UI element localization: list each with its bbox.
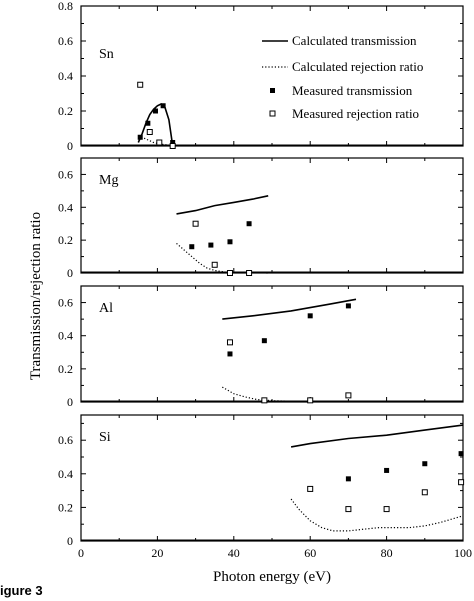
panel-mg-ytick-label: 0 [67,266,73,280]
panel-si-ytick-label: 0.2 [58,500,73,514]
figure-caption: igure 3 [0,583,43,598]
panel-sn-measured-transmission-point [170,140,176,145]
panel-al-calculated-rejection-ratio-line [222,386,357,403]
panel-si-ytick-label: 0 [67,534,73,548]
panel-si-measured-rejection-ratio-point [383,506,390,513]
panel-mg-measured-rejection-ratio-point [211,261,218,268]
panel-si-ytick-label: 0.6 [58,433,73,447]
panel-al-ytick-label: 0.2 [58,362,73,376]
panel-mg-measured-transmission-point [208,242,214,248]
panel-si-label: Si [99,430,111,445]
x-tick-label: 0 [78,546,84,560]
legend-measured-transmission-label: Measured transmission [292,83,413,98]
x-tick-label: 100 [454,546,472,560]
legend-measured-transmission-swatch [270,88,275,93]
panel-al-ytick-label: 0.6 [58,296,73,310]
panel-al-label: Al [99,301,113,316]
panel-si-measured-transmission-point [422,461,428,467]
panel-sn-measured-transmission-point [160,103,166,109]
x-tick-label: 60 [304,546,316,560]
panel-mg-frame [80,157,464,274]
panel-al-measured-transmission-point [307,313,313,319]
legend-calculated-rejection-ratio-label: Calculated rejection ratio [292,59,423,74]
panel-sn-measured-rejection-ratio-point [169,143,176,149]
panel-sn-measured-transmission-point [137,134,143,140]
panel-sn-frame [80,5,464,147]
panel-al-measured-rejection-ratio-point [226,339,233,346]
panel-sn-ytick-label: 0.6 [58,34,73,48]
panel-si-frame [80,414,464,542]
panel-si-measured-transmission-point [384,467,390,473]
panel-al-measured-rejection-ratio-point [261,397,268,404]
panel-al-calculated-transmission-line [222,298,357,320]
panel-mg-ytick-label: 0.4 [58,200,73,214]
panel-mg-measured-rejection-ratio-point [226,270,233,276]
panel-mg-measured-transmission-point [189,244,195,250]
panel-sn-calculated-rejection-ratio-line [138,134,173,147]
panel-si-measured-rejection-ratio-point [307,485,314,492]
panel-si-calculated-rejection-ratio-line [290,498,464,532]
panel-al-frame [80,285,464,403]
panel-sn-ytick-label: 0 [67,139,73,153]
panel-mg-measured-transmission-point [227,239,233,245]
x-tick-label: 20 [151,546,163,560]
panel-sn-measured-transmission-point [152,108,158,114]
panel-sn-ytick-label: 0.2 [58,104,73,118]
panel-sn-label: Sn [99,47,114,62]
legend-calculated-transmission-label: Calculated transmission [292,33,417,48]
panel-sn-ytick-label: 0.4 [58,69,73,83]
panel-mg-label: Mg [99,173,118,188]
panel-mg-measured-rejection-ratio-point [246,270,253,276]
legend-measured-rejection-ratio-label: Measured rejection ratio [292,106,419,121]
panel-mg-measured-rejection-ratio-point [192,220,199,227]
y-axis-label: Transmission/rejection ratio [28,212,44,380]
panel-al-measured-rejection-ratio-point [307,397,314,404]
x-tick-label: 80 [381,546,393,560]
panel-sn-calculated-transmission-line [137,103,174,147]
x-axis-label: Photon energy (eV) [213,569,331,585]
panel-sn-measured-rejection-ratio-point [146,129,153,135]
panel-sn-measured-rejection-ratio-point [137,81,144,88]
panel-mg-measured-transmission-point [246,221,252,227]
panel-si-calculated-transmission-line [290,424,464,448]
panel-si-measured-transmission-point [458,451,464,457]
panel-si-measured-rejection-ratio-point [345,506,352,513]
panel-si-measured-rejection-ratio-point [458,479,465,486]
x-tick-label: 40 [228,546,240,560]
panel-al-measured-transmission-point [261,338,267,344]
legend-measured-rejection-ratio-swatch [269,110,276,117]
panel-al-ytick-label: 0.4 [58,329,73,343]
panel-sn-measured-transmission-point [145,120,151,126]
panel-si-measured-rejection-ratio-point [421,489,428,496]
panel-mg-ytick-label: 0.2 [58,233,73,247]
panel-mg-ytick-label: 0.6 [58,167,73,181]
panel-sn-measured-rejection-ratio-point [156,139,163,146]
panel-al-ytick-label: 0 [67,395,73,409]
panel-si-measured-transmission-point [345,476,351,482]
panel-mg-calculated-transmission-line [176,195,269,215]
panel-al-measured-transmission-point [227,351,233,357]
panel-sn-ytick-label: 0.8 [58,0,73,13]
panel-al-measured-rejection-ratio-point [345,392,352,399]
panel-si-ytick-label: 0.4 [58,467,73,481]
panel-al-measured-transmission-point [345,303,351,309]
